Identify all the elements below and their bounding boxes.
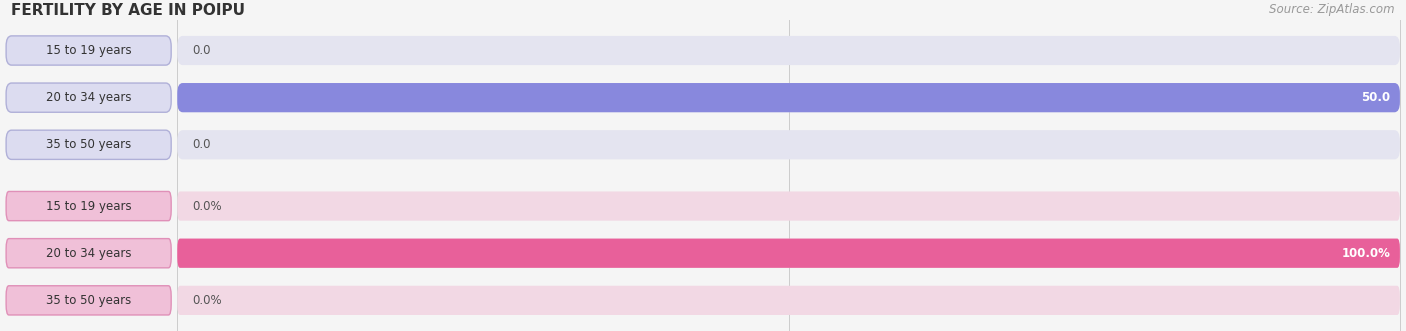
- FancyBboxPatch shape: [6, 239, 172, 268]
- Text: 50.0: 50.0: [1361, 91, 1391, 104]
- Text: 15 to 19 years: 15 to 19 years: [46, 44, 131, 57]
- FancyBboxPatch shape: [177, 83, 1400, 112]
- FancyBboxPatch shape: [177, 286, 1400, 315]
- FancyBboxPatch shape: [6, 191, 172, 221]
- FancyBboxPatch shape: [177, 130, 1400, 160]
- FancyBboxPatch shape: [6, 286, 172, 315]
- Text: FERTILITY BY AGE IN POIPU: FERTILITY BY AGE IN POIPU: [11, 3, 245, 18]
- Text: 20 to 34 years: 20 to 34 years: [46, 247, 131, 260]
- FancyBboxPatch shape: [177, 239, 1400, 268]
- Text: 0.0%: 0.0%: [193, 294, 222, 307]
- Text: 15 to 19 years: 15 to 19 years: [46, 200, 131, 213]
- FancyBboxPatch shape: [6, 36, 172, 65]
- FancyBboxPatch shape: [6, 83, 172, 112]
- Text: 0.0: 0.0: [193, 138, 211, 151]
- Text: Source: ZipAtlas.com: Source: ZipAtlas.com: [1270, 3, 1395, 16]
- FancyBboxPatch shape: [177, 83, 1400, 112]
- Text: 20 to 34 years: 20 to 34 years: [46, 91, 131, 104]
- Text: 35 to 50 years: 35 to 50 years: [46, 138, 131, 151]
- FancyBboxPatch shape: [177, 36, 1400, 65]
- FancyBboxPatch shape: [6, 130, 172, 160]
- Text: 100.0%: 100.0%: [1341, 247, 1391, 260]
- Text: 35 to 50 years: 35 to 50 years: [46, 294, 131, 307]
- Text: 0.0: 0.0: [193, 44, 211, 57]
- FancyBboxPatch shape: [177, 191, 1400, 221]
- FancyBboxPatch shape: [177, 239, 1400, 268]
- Text: 0.0%: 0.0%: [193, 200, 222, 213]
